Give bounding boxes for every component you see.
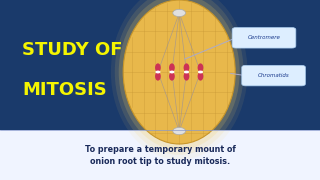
Circle shape bbox=[156, 71, 161, 73]
Text: MITOSIS: MITOSIS bbox=[22, 81, 107, 99]
FancyBboxPatch shape bbox=[0, 130, 320, 180]
Ellipse shape bbox=[119, 0, 240, 150]
Ellipse shape bbox=[155, 63, 161, 72]
Ellipse shape bbox=[169, 72, 175, 81]
FancyBboxPatch shape bbox=[242, 65, 305, 86]
Circle shape bbox=[198, 71, 203, 73]
Ellipse shape bbox=[111, 0, 248, 160]
Circle shape bbox=[173, 9, 186, 17]
Text: Chromatids: Chromatids bbox=[258, 73, 290, 78]
Ellipse shape bbox=[198, 72, 204, 81]
Ellipse shape bbox=[123, 0, 235, 144]
Text: STUDY OF: STUDY OF bbox=[22, 41, 123, 59]
Circle shape bbox=[169, 71, 174, 73]
Ellipse shape bbox=[155, 72, 161, 81]
Text: Centromere: Centromere bbox=[248, 35, 280, 40]
Circle shape bbox=[173, 127, 186, 135]
FancyBboxPatch shape bbox=[232, 28, 296, 48]
Ellipse shape bbox=[184, 72, 189, 81]
Text: To prepare a temporary mount of
onion root tip to study mitosis.: To prepare a temporary mount of onion ro… bbox=[84, 145, 236, 166]
Ellipse shape bbox=[184, 63, 189, 72]
Circle shape bbox=[184, 71, 189, 73]
Ellipse shape bbox=[169, 63, 175, 72]
Ellipse shape bbox=[198, 63, 204, 72]
Ellipse shape bbox=[115, 0, 244, 155]
